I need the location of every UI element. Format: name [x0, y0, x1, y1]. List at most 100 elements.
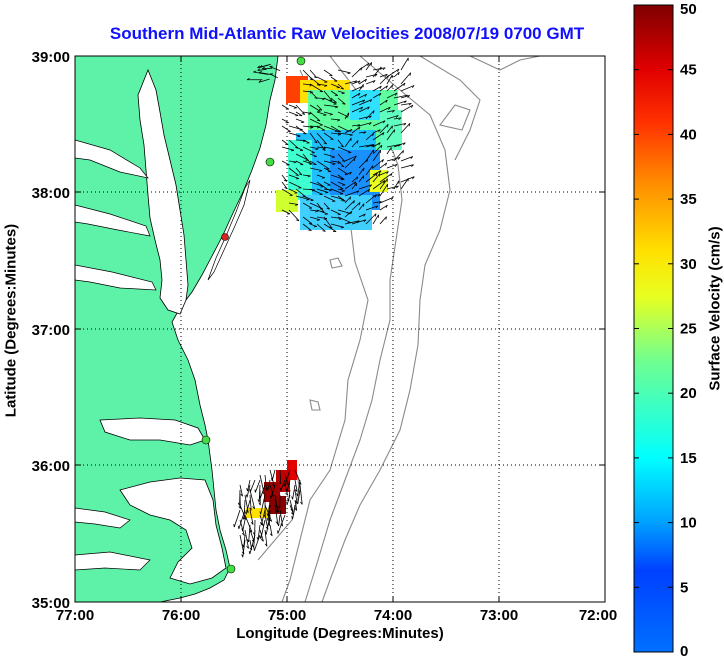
- velocity-arrow-head: [257, 65, 260, 69]
- velocity-arrow-head: [398, 117, 402, 121]
- velocity-arrow: [393, 142, 406, 148]
- velocity-arrow: [337, 174, 345, 180]
- velocity-arrow-head: [385, 99, 388, 103]
- velocity-arrow-head: [374, 213, 377, 217]
- velocity-arrow-head: [284, 187, 288, 190]
- velocity-arrow: [258, 78, 270, 83]
- velocity-arrow-head: [350, 211, 353, 215]
- velocity-arrow-head: [316, 219, 320, 221]
- velocity-arrow-head: [264, 487, 267, 491]
- velocity-arrow-head: [316, 119, 321, 122]
- velocity-arrow-head: [411, 164, 414, 168]
- x-tick-label: 76:00: [162, 607, 200, 624]
- velocity-arrow: [344, 137, 352, 148]
- velocity-arrow-head: [310, 126, 314, 129]
- velocity-arrow-head: [264, 531, 267, 535]
- velocity-arrow: [302, 188, 315, 191]
- velocity-arrow: [295, 167, 303, 176]
- velocity-arrow: [351, 219, 367, 225]
- velocity-arrow: [372, 120, 386, 127]
- velocity-arrow-head: [357, 80, 361, 84]
- velocity-arrow-head: [318, 108, 323, 111]
- velocity-arrow-head: [353, 158, 356, 162]
- sound-inlet: [75, 551, 151, 571]
- velocity-arrow-head: [411, 85, 415, 89]
- velocity-arrow-head: [386, 171, 389, 175]
- velocity-arrow: [239, 504, 247, 520]
- velocity-arrow: [239, 484, 243, 497]
- velocity-arrow: [309, 181, 324, 187]
- velocity-arrow: [260, 509, 266, 526]
- x-axis-label: Longitude (Degrees:Minutes): [236, 625, 444, 642]
- velocity-arrow-head: [372, 110, 375, 114]
- velocity-arrow-head: [258, 71, 262, 73]
- velocity-arrow: [247, 479, 251, 492]
- colorbar-tick-label: 35: [680, 191, 697, 208]
- station-marker: [296, 56, 306, 66]
- velocity-arrow-head: [294, 489, 298, 492]
- velocity-arrow: [393, 94, 408, 99]
- velocity-arrow: [288, 104, 297, 109]
- velocity-arrow-head: [341, 92, 345, 95]
- velocity-arrow-head: [248, 550, 251, 555]
- velocity-arrow-head: [290, 149, 295, 152]
- velocity-arrow-head: [269, 533, 273, 537]
- velocity-arrow-head: [366, 159, 368, 163]
- velocity-arrow: [244, 529, 249, 549]
- velocity-arrow: [393, 100, 407, 106]
- velocity-arrow: [372, 159, 384, 169]
- velocity-arrow-head: [276, 509, 279, 513]
- velocity-arrow-head: [356, 176, 359, 180]
- velocity-arrow-head: [385, 216, 387, 220]
- station-marker: [201, 435, 211, 445]
- velocity-arrow: [344, 210, 353, 218]
- velocity-arrow: [330, 118, 341, 121]
- velocity-arrow-head: [385, 85, 388, 89]
- velocity-arrow: [358, 115, 372, 120]
- velocity-arrow-head: [410, 156, 414, 159]
- velocity-arrow: [386, 147, 392, 155]
- velocity-arrow-head: [367, 63, 370, 67]
- velocity-arrow-head: [350, 128, 353, 132]
- velocity-arrow: [309, 118, 323, 126]
- velocity-arrow: [344, 220, 360, 225]
- velocity-arrow-head: [354, 155, 357, 159]
- velocity-arrow: [379, 171, 389, 176]
- velocity-arrow: [279, 509, 284, 527]
- velocity-arrow-head: [340, 145, 344, 148]
- velocity-arrow: [330, 76, 338, 82]
- velocity-arrow: [365, 80, 376, 85]
- velocity-arrow-head: [246, 77, 250, 81]
- velocity-arrow: [295, 125, 307, 135]
- velocity-arrow-head: [411, 104, 414, 108]
- velocity-arrow-head: [300, 501, 303, 505]
- velocity-arrow: [379, 162, 387, 169]
- velocity-arrow-head: [403, 82, 406, 86]
- velocity-arrow-head: [259, 511, 262, 515]
- velocity-arrow: [379, 106, 391, 113]
- velocity-arrow: [365, 144, 375, 148]
- velocity-arrow: [358, 122, 372, 127]
- velocity-arrow-head: [322, 148, 326, 151]
- velocity-arrow: [400, 72, 411, 85]
- velocity-arrow-head: [358, 92, 361, 96]
- velocity-arrow: [344, 157, 356, 169]
- velocity-arrow: [233, 509, 241, 528]
- velocity-arrow-head: [385, 162, 388, 166]
- velocity-arrow-head: [329, 226, 333, 229]
- velocity-arrow-head: [333, 101, 337, 103]
- velocity-arrow: [259, 484, 266, 500]
- colorbar-ticks: [634, 4, 673, 653]
- velocity-arrow: [281, 125, 291, 132]
- velocity-arrow: [400, 85, 415, 92]
- velocity-arrow: [316, 76, 328, 83]
- velocity-arrow-head: [314, 97, 318, 99]
- velocity-arrow: [351, 106, 363, 113]
- velocity-arrow-head: [285, 492, 288, 496]
- velocity-arrow: [358, 188, 370, 197]
- velocity-arrow: [302, 160, 313, 165]
- velocity-arrow: [337, 188, 345, 192]
- velocity-arrow: [330, 216, 342, 219]
- velocity-arrow-head: [404, 100, 407, 104]
